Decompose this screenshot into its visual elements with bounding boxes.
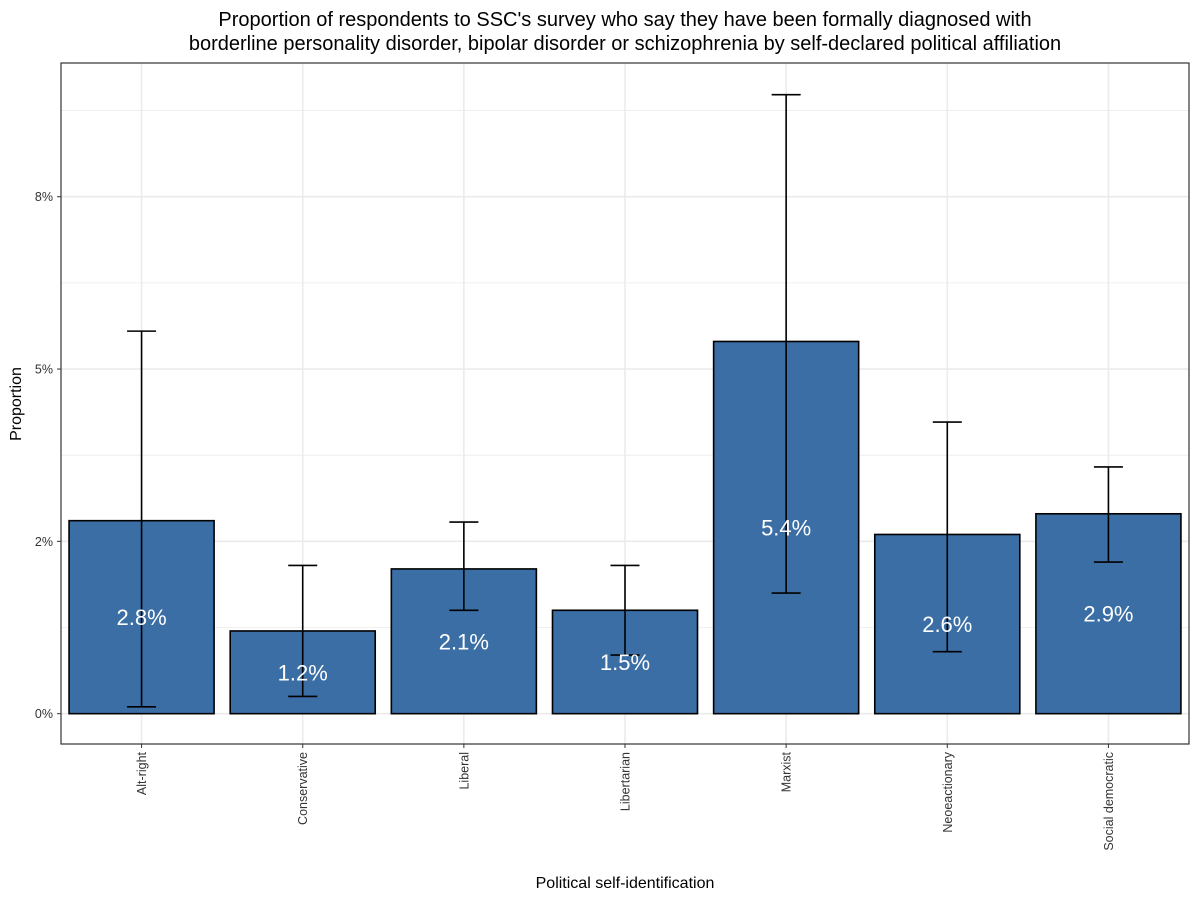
x-tick-label-alt-right: Alt-right bbox=[135, 751, 149, 795]
data-label-liberal: 2.1% bbox=[439, 629, 489, 654]
y-tick-label-2: 5% bbox=[35, 363, 53, 377]
data-label-libertarian: 1.5% bbox=[600, 650, 650, 675]
data-label-marxist: 5.4% bbox=[761, 516, 811, 541]
x-tick-label-liberal: Liberal bbox=[457, 752, 471, 790]
data-label-social-democratic: 2.9% bbox=[1083, 602, 1133, 627]
x-tick-label-marxist: Marxist bbox=[780, 751, 794, 792]
y-axis-title: Proportion bbox=[8, 367, 25, 441]
chart-title-line-1: Proportion of respondents to SSC's surve… bbox=[218, 9, 1031, 31]
x-tick-label-social-democratic: Social democratic bbox=[1102, 752, 1116, 851]
data-label-conservative: 1.2% bbox=[278, 660, 328, 685]
x-tick-label-neoeactionary: Neoeactionary bbox=[941, 751, 955, 832]
x-axis-title: Political self-identification bbox=[536, 875, 715, 892]
y-tick-label-3: 8% bbox=[35, 190, 53, 204]
plot-area: 2.8% 1.2% 2.1% 1.5% 5.4% 2.6% 2.9% 0% 2% 5% 8% Alt-… bbox=[35, 62, 1190, 851]
data-label-alt-right: 2.8% bbox=[116, 605, 166, 630]
chart-title-line-2: borderline personality disorder, bipolar… bbox=[189, 33, 1061, 55]
x-tick-label-libertarian: Libertarian bbox=[619, 752, 633, 811]
y-tick-label-0: 0% bbox=[35, 707, 53, 721]
y-tick-label-1: 2% bbox=[35, 535, 53, 549]
data-label-neoeactionary: 2.6% bbox=[922, 612, 972, 637]
x-tick-label-conservative: Conservative bbox=[296, 752, 310, 825]
